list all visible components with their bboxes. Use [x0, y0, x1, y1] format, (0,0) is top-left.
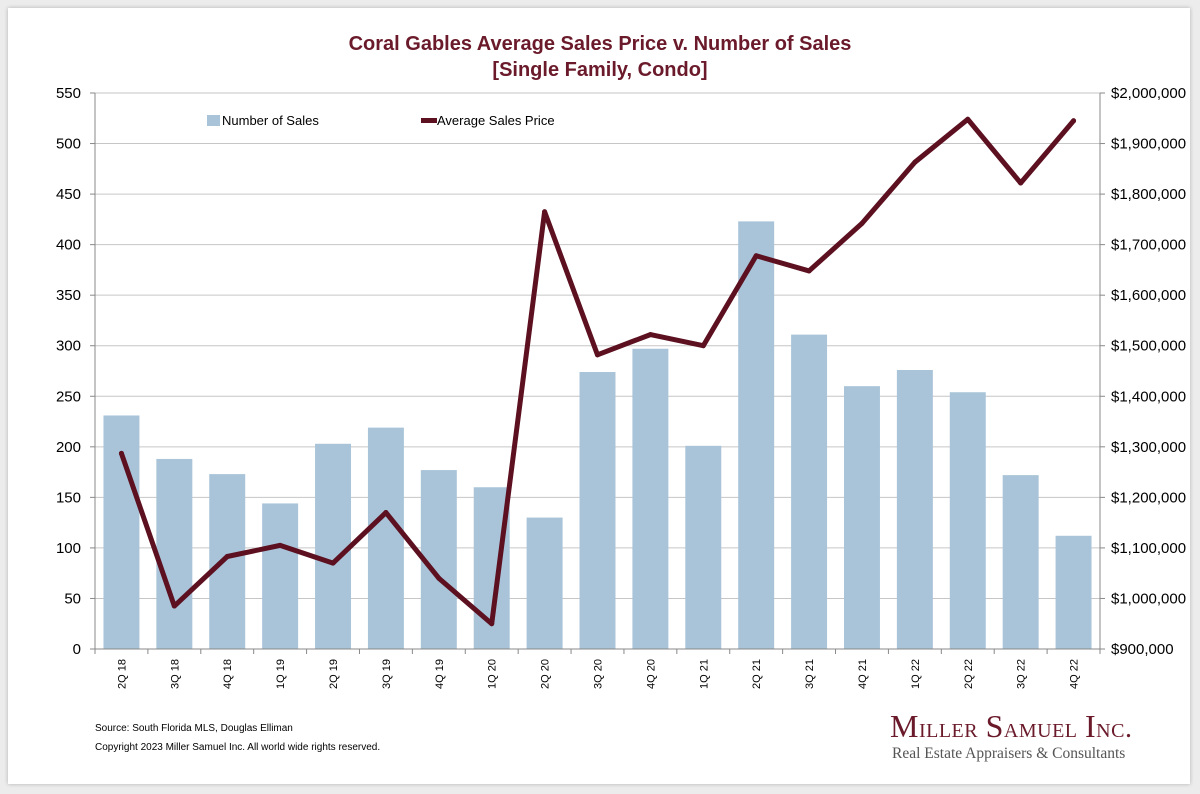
company-logo-tagline: Real Estate Appraisers & Consultants [892, 745, 1126, 762]
right-axis-tick-label: $1,600,000 [1111, 287, 1186, 304]
x-axis-tick-label: 1Q 19 [275, 659, 287, 689]
x-axis-tick-label: 3Q 18 [169, 659, 181, 689]
bar-number-of-sales [262, 503, 299, 649]
point-average-sales-price [965, 116, 971, 122]
source-note: Source: South Florida MLS, Douglas Ellim… [95, 723, 293, 734]
bar-number-of-sales [896, 369, 933, 649]
bar-number-of-sales [367, 427, 404, 649]
x-axis-tick-label: 4Q 20 [645, 659, 657, 689]
x-axis-tick-label: 1Q 22 [910, 659, 922, 689]
bar-number-of-sales [156, 458, 193, 649]
point-average-sales-price [277, 542, 283, 548]
point-average-sales-price [383, 510, 389, 516]
left-axis-tick-label: 100 [56, 540, 81, 557]
x-axis-tick-label: 2Q 18 [116, 659, 128, 689]
x-axis-tick-label: 3Q 20 [593, 659, 605, 689]
x-axis-tick-label: 2Q 21 [751, 659, 763, 689]
x-axis-tick-label: 2Q 20 [540, 659, 552, 689]
left-axis-tick-label: 300 [56, 338, 81, 355]
point-average-sales-price [859, 220, 865, 226]
chart-title: Coral Gables Average Sales Price v. Numb… [348, 33, 852, 55]
chart-subtitle: [Single Family, Condo] [492, 59, 708, 81]
bar-number-of-sales [738, 221, 775, 650]
left-axis-tick-label: 550 [56, 85, 81, 102]
right-axis-tick-label: $1,900,000 [1111, 136, 1186, 153]
x-axis-tick-label: 3Q 19 [381, 659, 393, 689]
legend-label-average-sales-price: Average Sales Price [437, 113, 555, 128]
right-axis-tick-label: $1,400,000 [1111, 388, 1186, 405]
point-average-sales-price [753, 253, 759, 259]
right-axis-tick-label: $1,500,000 [1111, 338, 1186, 355]
x-axis-tick-label: 2Q 22 [963, 659, 975, 689]
point-average-sales-price [224, 554, 230, 560]
bar-number-of-sales [526, 517, 563, 649]
x-axis-tick-label: 4Q 22 [1069, 659, 1081, 689]
x-axis-tick-label: 1Q 21 [698, 659, 710, 689]
left-axis-tick-label: 150 [56, 489, 81, 506]
point-average-sales-price [595, 352, 600, 358]
left-axis-tick-label: 50 [64, 590, 81, 607]
point-average-sales-price [700, 343, 706, 349]
bar-number-of-sales [1055, 535, 1092, 649]
legend-swatch-number-of-sales [207, 115, 220, 126]
point-average-sales-price [436, 575, 442, 581]
point-average-sales-price [118, 450, 124, 456]
point-average-sales-price [489, 621, 495, 627]
bar-number-of-sales [949, 392, 986, 649]
point-average-sales-price [806, 268, 812, 274]
bar-number-of-sales [315, 443, 352, 649]
bar-number-of-sales [791, 334, 828, 649]
legend-label-number-of-sales: Number of Sales [222, 113, 319, 128]
right-axis-tick-label: $1,000,000 [1111, 590, 1186, 607]
bar-number-of-sales [685, 445, 722, 649]
point-average-sales-price [912, 159, 918, 165]
x-axis-tick-label: 2Q 19 [328, 659, 340, 689]
left-axis-tick-label: 450 [56, 186, 81, 203]
right-axis-tick-label: $1,300,000 [1111, 439, 1186, 456]
right-axis-tick-label: $1,200,000 [1111, 489, 1186, 506]
left-axis-tick-label: 500 [56, 136, 81, 153]
bar-number-of-sales [209, 474, 246, 649]
point-average-sales-price [330, 560, 336, 566]
company-logo-name: Miller Samuel Inc. [890, 708, 1133, 744]
right-axis-tick-label: $1,100,000 [1111, 540, 1186, 557]
x-axis-tick-label: 4Q 21 [857, 659, 869, 689]
x-axis-tick-label: 4Q 18 [222, 659, 234, 689]
x-axis-tick-label: 3Q 22 [1016, 659, 1028, 689]
x-axis-tick-label: 3Q 21 [804, 659, 816, 689]
left-axis-tick-label: 250 [56, 388, 81, 405]
point-average-sales-price [542, 209, 548, 215]
bar-number-of-sales [103, 415, 140, 649]
bar-number-of-sales [632, 348, 669, 649]
right-axis-tick-label: $900,000 [1111, 641, 1174, 658]
copyright-note: Copyright 2023 Miller Samuel Inc. All wo… [95, 742, 381, 753]
right-axis-tick-label: $1,800,000 [1111, 186, 1186, 203]
left-axis-tick-label: 0 [73, 641, 81, 658]
bar-number-of-sales [843, 386, 880, 649]
point-average-sales-price [1018, 180, 1024, 186]
point-average-sales-price [171, 603, 177, 609]
bar-number-of-sales [579, 372, 616, 649]
left-axis-tick-label: 400 [56, 237, 81, 254]
right-axis-tick-label: $2,000,000 [1111, 85, 1186, 102]
bar-number-of-sales [1002, 475, 1039, 649]
point-average-sales-price [647, 332, 653, 338]
x-axis-tick-label: 4Q 19 [434, 659, 446, 689]
x-axis-tick-label: 1Q 20 [487, 659, 499, 689]
left-axis-tick-label: 200 [56, 439, 81, 456]
point-average-sales-price [1071, 118, 1077, 124]
left-axis-tick-label: 350 [56, 287, 81, 304]
right-axis-tick-label: $1,700,000 [1111, 237, 1186, 254]
